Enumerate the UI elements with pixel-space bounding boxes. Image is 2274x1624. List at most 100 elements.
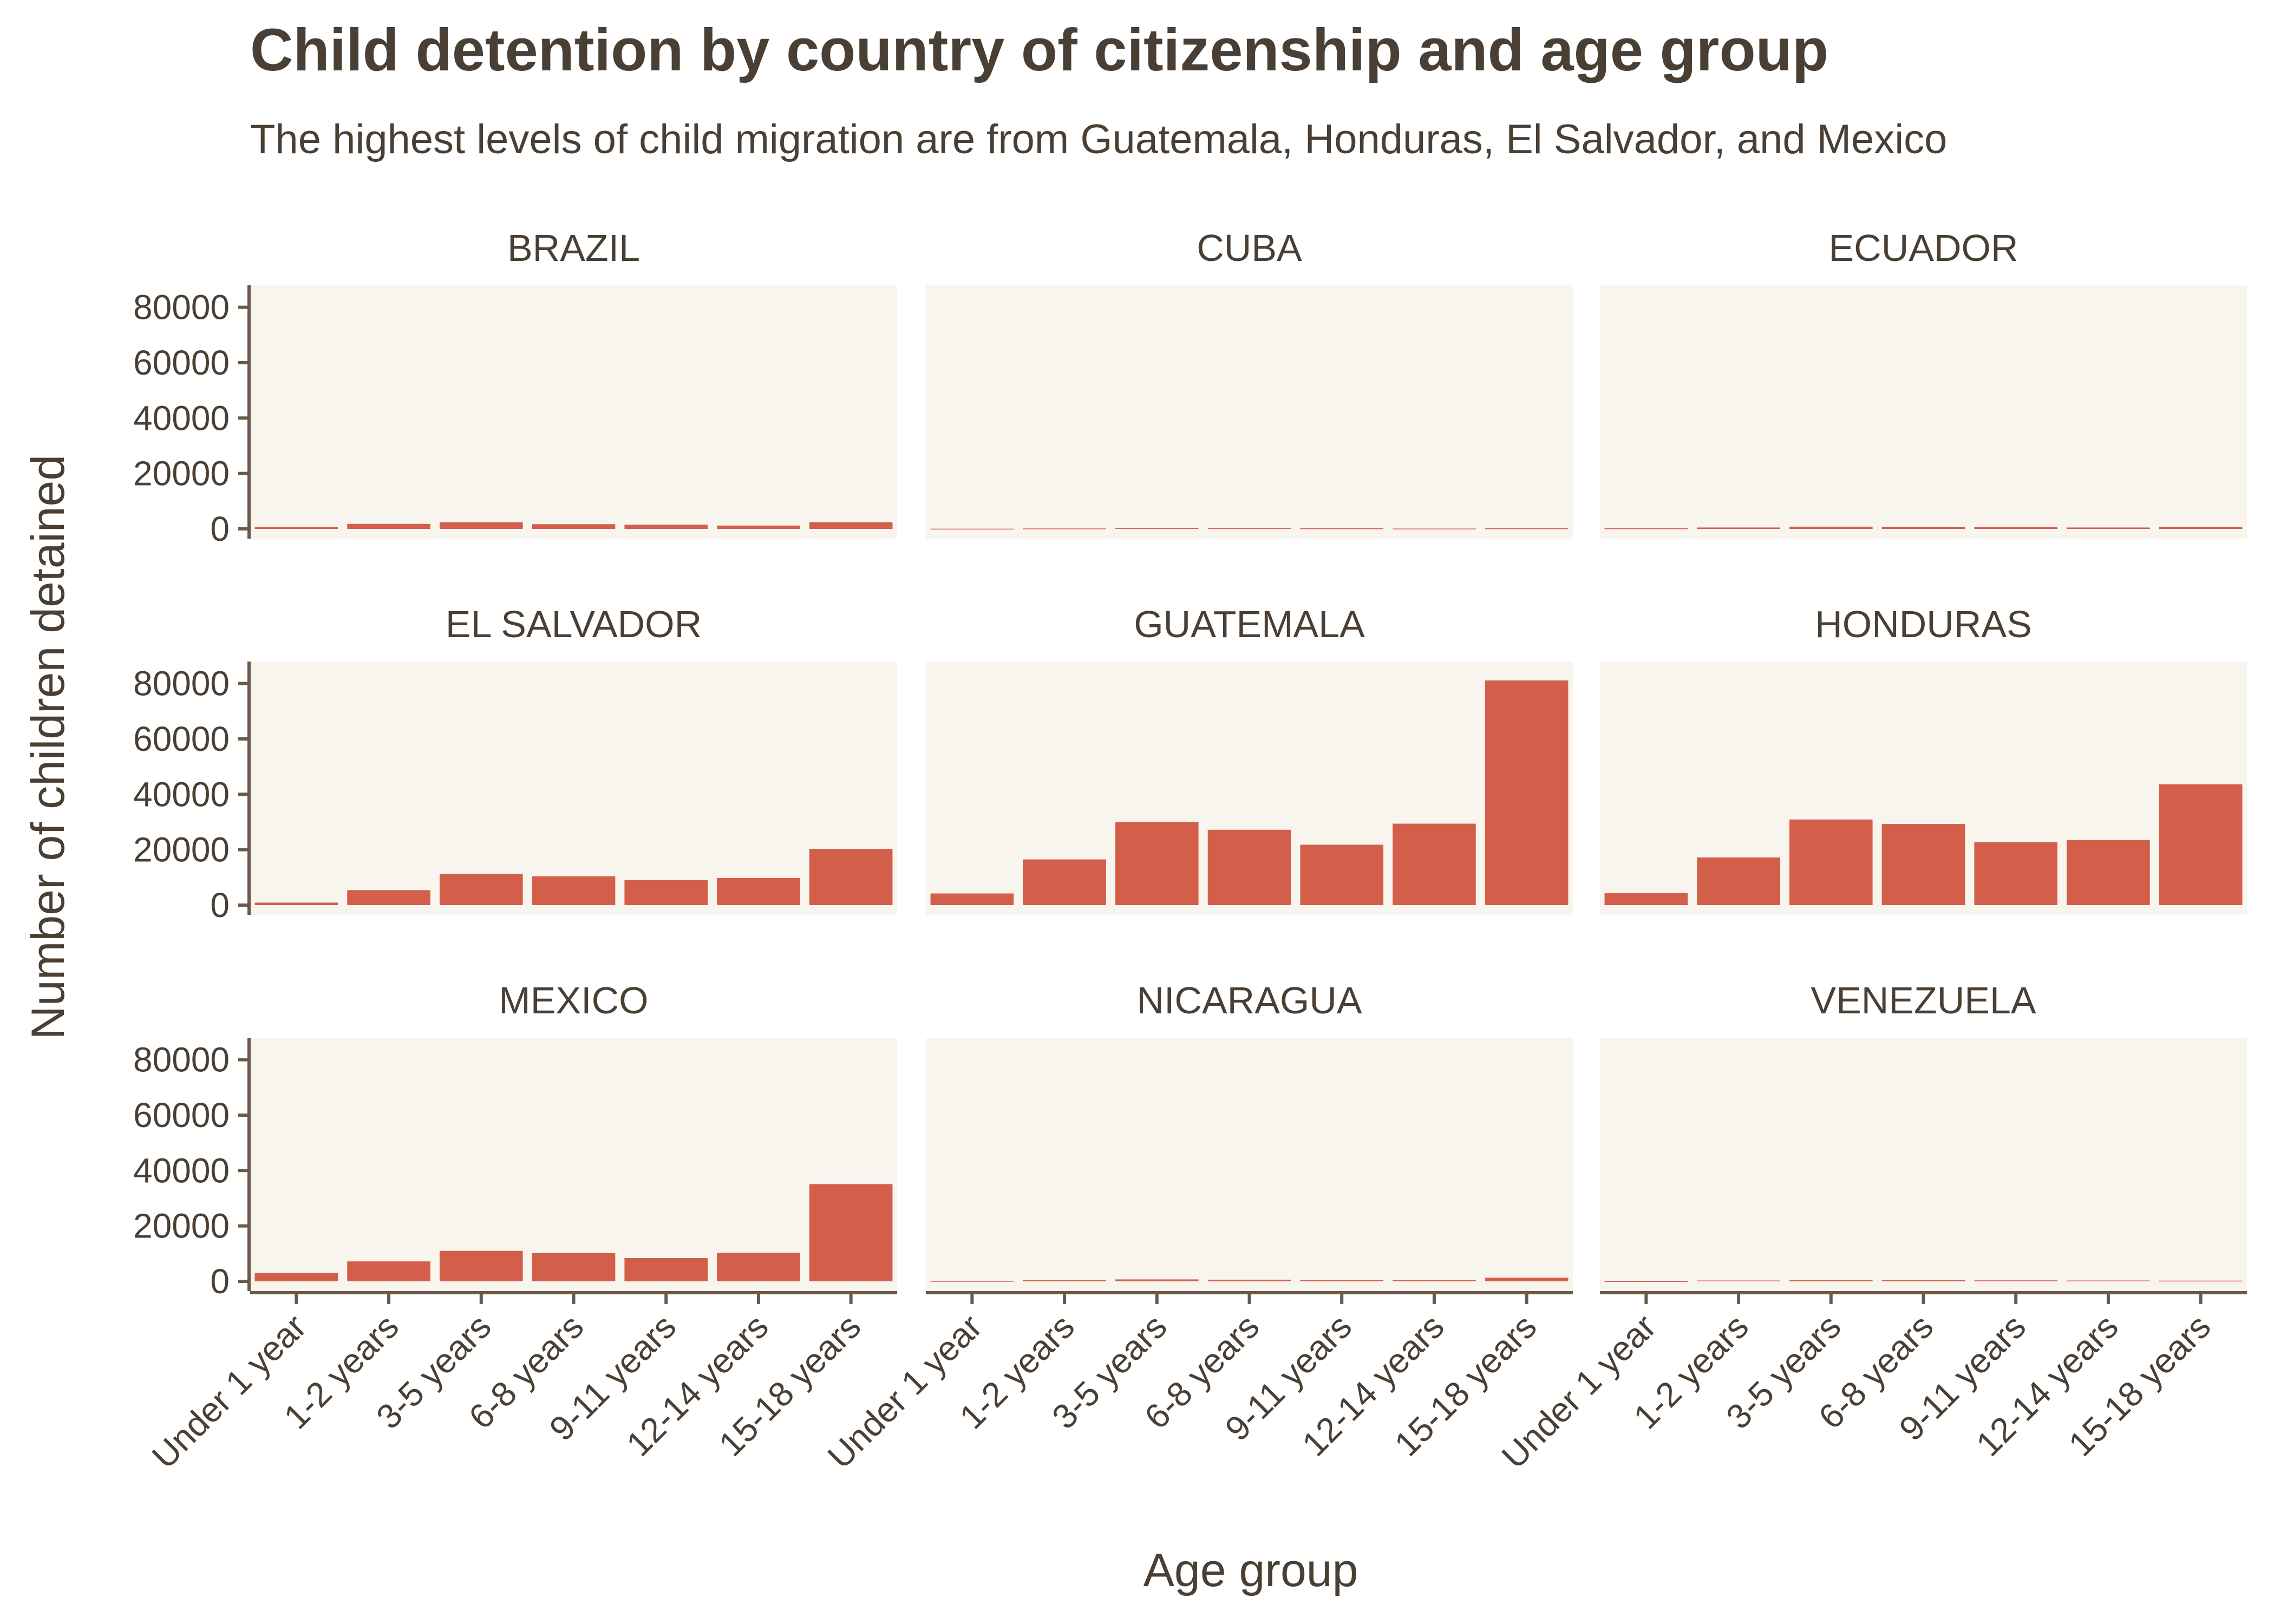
bar-cuba-1-2-years [1023,528,1106,529]
bar-el-salvador-6-8-years [532,876,616,905]
bar-cuba-under-1-year [930,528,1014,530]
strip-label-brazil: BRAZIL [507,227,640,269]
y-tick-label: 80000 [133,664,230,703]
facet-panels: BRAZIL 0 20000 40000 60000 80000 CUBA ECUADOR EL… [133,227,2247,1476]
bar-cuba-6-8-years [1207,528,1291,529]
bar-mexico-3-5-years [439,1250,523,1281]
bar-honduras-1-2-years [1697,857,1780,905]
y-tick-label: 0 [210,509,230,548]
y-tick-label: 0 [210,886,230,925]
strip-label-venezuela: VENEZUELA [1811,979,2036,1021]
strip-label-cuba: CUBA [1197,227,1302,269]
chart-title: Child detention by country of citizenshi… [250,17,1828,83]
bar-cuba-3-5-years [1115,528,1199,529]
bar-cuba-12-14-years [1393,528,1476,529]
panel-background [926,1038,1573,1291]
panel-honduras: HONDURAS [1600,603,2247,915]
panel-background [926,285,1573,539]
bar-ecuador-3-5-years [1789,526,1873,529]
y-tick-label: 80000 [133,1040,230,1079]
strip-label-mexico: MEXICO [499,979,648,1021]
panel-brazil: BRAZIL 0 20000 40000 60000 80000 [133,227,897,548]
bar-guatemala-15-18-years [1485,680,1569,905]
y-tick-label: 40000 [133,398,230,437]
y-tick-label: 20000 [133,1207,230,1246]
panel-background [1600,1038,2247,1291]
bar-el-salvador-12-14-years [717,878,800,905]
bar-el-salvador-15-18-years [809,849,893,905]
bar-ecuador-12-14-years [2067,527,2150,529]
panel-cuba: CUBA [926,227,1573,539]
bar-nicaragua-6-8-years [1207,1279,1291,1281]
strip-label-nicaragua: NICARAGUA [1136,979,1362,1021]
bar-brazil-15-18-years [809,522,893,529]
bar-nicaragua-under-1-year [930,1281,1014,1282]
panel-background [250,662,897,915]
bar-ecuador-9-11-years [1974,527,2058,529]
bar-guatemala-12-14-years [1393,823,1476,905]
bar-mexico-under-1-year [254,1273,338,1281]
bar-mexico-12-14-years [717,1253,800,1281]
bar-cuba-9-11-years [1300,528,1384,529]
bar-el-salvador-3-5-years [439,874,523,905]
x-axis-title: Age group [1143,1544,1358,1596]
y-tick-label: 60000 [133,1096,230,1135]
bar-nicaragua-15-18-years [1485,1278,1569,1281]
x-tick-label: Under 1 year [145,1307,314,1476]
y-axis-title: Number of children detained [22,455,74,1039]
bar-brazil-1-2-years [347,523,430,529]
y-tick-label: 20000 [133,830,230,869]
bar-el-salvador-1-2-years [347,890,430,905]
y-tick-label: 60000 [133,343,230,382]
y-tick-label: 0 [210,1262,230,1301]
bar-mexico-9-11-years [624,1258,708,1281]
bar-venezuela-15-18-years [2159,1280,2243,1282]
bar-ecuador-under-1-year [1604,528,1688,529]
bar-venezuela-6-8-years [1881,1280,1965,1281]
bar-guatemala-under-1-year [930,893,1014,905]
bar-nicaragua-1-2-years [1023,1280,1106,1281]
bar-nicaragua-3-5-years [1115,1279,1199,1281]
bar-venezuela-1-2-years [1697,1280,1780,1281]
bar-honduras-6-8-years [1881,824,1965,905]
bar-brazil-under-1-year [254,527,338,529]
panel-background [1600,285,2247,539]
y-tick-label: 80000 [133,288,230,327]
bar-ecuador-1-2-years [1697,527,1780,529]
panel-guatemala: GUATEMALA [926,603,1573,915]
bar-honduras-3-5-years [1789,819,1873,905]
bar-venezuela-12-14-years [2067,1280,2150,1281]
y-tick-label: 60000 [133,719,230,758]
y-tick-label: 40000 [133,1151,230,1190]
bar-mexico-1-2-years [347,1261,430,1281]
strip-label-honduras: HONDURAS [1815,603,2032,645]
panel-el-salvador: EL SALVADOR 0 20000 40000 60000 80000 [133,603,897,925]
bar-cuba-15-18-years [1485,528,1569,529]
bar-venezuela-3-5-years [1789,1280,1873,1281]
bar-guatemala-3-5-years [1115,822,1199,905]
bar-venezuela-under-1-year [1604,1281,1688,1282]
bar-honduras-12-14-years [2067,840,2150,905]
bar-mexico-15-18-years [809,1184,893,1281]
bar-honduras-15-18-years [2159,784,2243,905]
bar-mexico-6-8-years [532,1253,616,1281]
bar-ecuador-15-18-years [2159,527,2243,529]
bar-brazil-9-11-years [624,525,708,529]
bar-nicaragua-9-11-years [1300,1280,1384,1281]
chart-subtitle: The highest levels of child migration ar… [250,116,1947,162]
bar-ecuador-6-8-years [1881,527,1965,529]
bar-el-salvador-9-11-years [624,880,708,905]
bar-guatemala-6-8-years [1207,829,1291,905]
strip-label-guatemala: GUATEMALA [1134,603,1365,645]
strip-label-ecuador: ECUADOR [1828,227,2018,269]
bar-brazil-3-5-years [439,522,523,529]
bar-honduras-under-1-year [1604,893,1688,905]
bar-guatemala-9-11-years [1300,844,1384,905]
bar-el-salvador-under-1-year [254,902,338,905]
panel-ecuador: ECUADOR [1600,227,2247,539]
bar-honduras-9-11-years [1974,842,2058,905]
